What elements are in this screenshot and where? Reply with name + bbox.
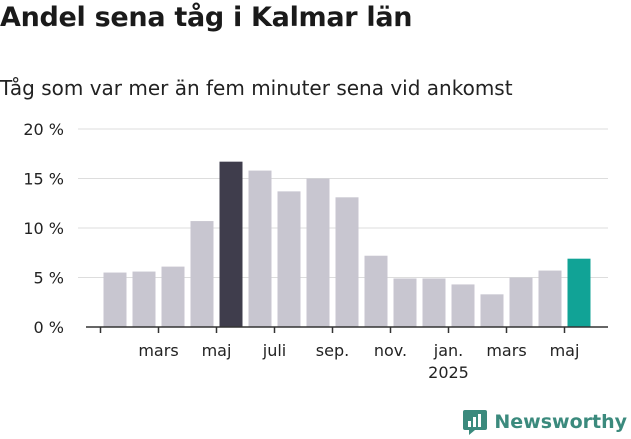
bar-feb-2024	[103, 272, 127, 327]
newsworthy-logo: Newsworthy	[462, 405, 627, 439]
bar-chart: 0 % 5 % 10 % 15 % 20 % mars maj juli sep. nov. ja…	[23, 120, 608, 382]
bar-juni-2025	[567, 258, 591, 327]
x-tick-label: mars	[138, 341, 178, 360]
x-tick-label: juli	[262, 341, 286, 360]
bar-jan-2025	[422, 278, 446, 327]
x-tick-year-label: 2025	[428, 363, 469, 382]
bar-juli-2024	[248, 170, 272, 327]
chart-title: Andel sena tåg i Kalmar län	[0, 2, 413, 33]
bar-okt-2024	[335, 197, 359, 327]
y-tick-label: 5 %	[34, 269, 64, 288]
bar-maj-2024	[190, 221, 214, 327]
x-tick-label: maj	[550, 341, 580, 360]
newsworthy-logo-icon	[463, 410, 488, 435]
chart-subtitle: Tåg som var mer än fem minuter sena vid …	[0, 76, 513, 100]
x-tick-label: maj	[202, 341, 232, 360]
y-axis-labels: 0 % 5 % 10 % 15 % 20 %	[23, 120, 64, 337]
x-tick-label: nov.	[374, 341, 407, 360]
bar-aug-2024	[277, 191, 301, 327]
bar-sep-2024	[306, 178, 330, 327]
x-tick-label: mars	[486, 341, 526, 360]
x-axis-labels: mars maj juli sep. nov. jan. 2025 mars maj	[138, 341, 579, 382]
brand-name: Newsworthy	[494, 411, 627, 433]
x-axis	[86, 326, 608, 333]
bars	[103, 161, 591, 327]
bar-mars-2025	[480, 294, 504, 327]
bar-maj-2025	[538, 270, 562, 327]
x-tick-label: jan.	[433, 341, 463, 360]
bar-mars-2024	[132, 271, 156, 327]
x-tick-label: sep.	[316, 341, 349, 360]
bar-juni-2024	[219, 161, 243, 327]
y-tick-label: 20 %	[23, 120, 64, 139]
bar-feb-2025	[451, 284, 475, 327]
y-tick-label: 10 %	[23, 219, 64, 238]
bar-apr-2025	[509, 277, 533, 327]
y-tick-label: 0 %	[34, 318, 64, 337]
bar-apr-2024	[161, 266, 185, 327]
y-tick-label: 15 %	[23, 170, 64, 189]
bar-nov-2024	[364, 255, 388, 327]
bar-dec-2024	[393, 278, 417, 327]
